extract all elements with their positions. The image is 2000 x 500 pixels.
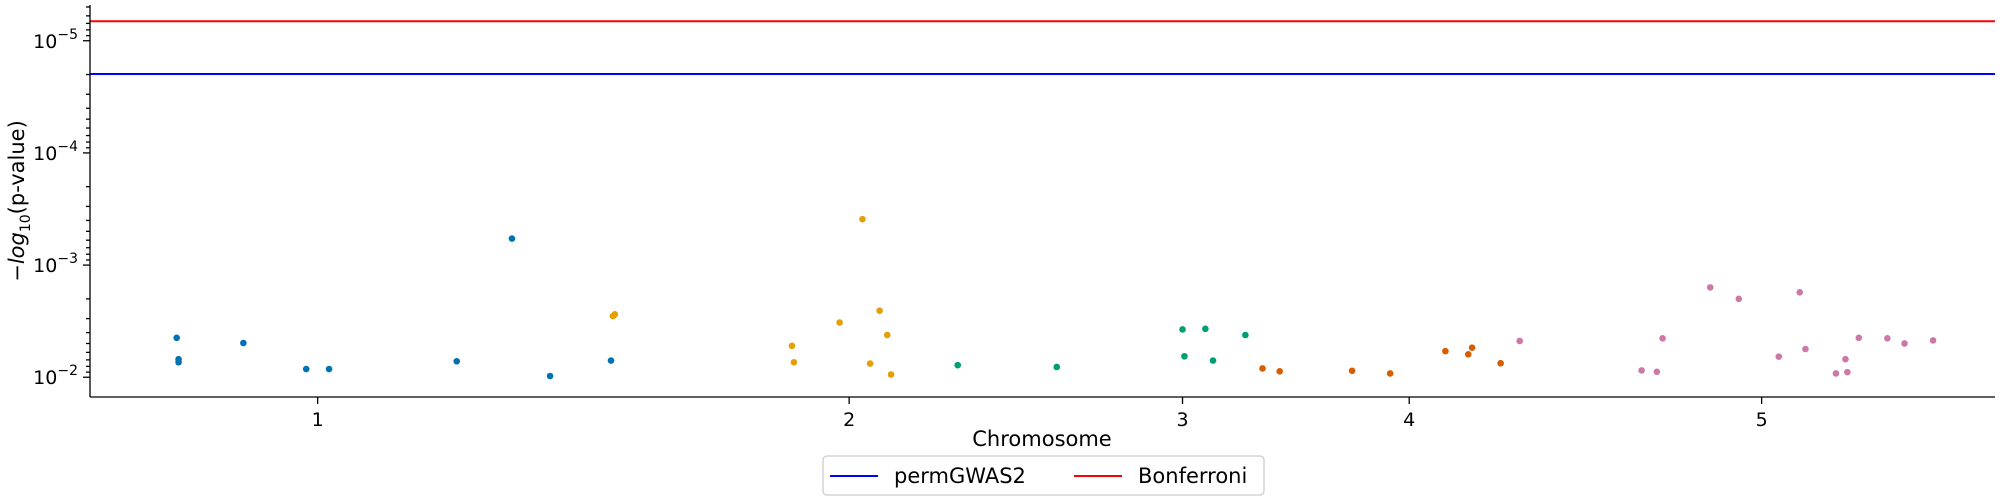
legend-label-bonferroni: Bonferroni — [1138, 464, 1247, 488]
data-point-chr1 — [173, 334, 180, 342]
x-ticks: 1 2 3 4 5 — [312, 397, 1768, 431]
data-point-chr1 — [175, 358, 182, 366]
data-point-chr5 — [1735, 295, 1743, 303]
data-point-chr4 — [1468, 344, 1476, 351]
data-point-chr4 — [1276, 367, 1283, 375]
data-point-chr4 — [1259, 365, 1266, 372]
data-point-chr5 — [1884, 335, 1891, 342]
data-point-chr2 — [887, 371, 895, 378]
data-point-chr3 — [1209, 357, 1217, 364]
data-point-chr5 — [1516, 337, 1524, 345]
data-point-chr1 — [240, 339, 247, 347]
y-tick-label: 10−4 — [33, 139, 78, 165]
x-tick-label: 5 — [1756, 409, 1768, 431]
data-point-chr2 — [876, 307, 883, 314]
threshold-lines — [90, 20, 1995, 76]
data-point-chr4 — [1442, 347, 1449, 355]
data-point-chr5 — [1842, 355, 1849, 363]
data-point-chr2 — [788, 342, 796, 350]
data-point-chr1 — [453, 357, 461, 365]
data-point-chr4 — [1497, 359, 1504, 367]
x-tick-label: 2 — [843, 409, 855, 431]
data-point-chr5 — [1929, 337, 1937, 344]
data-point-chr4 — [1348, 367, 1356, 375]
data-points — [173, 215, 1937, 380]
data-point-chr2 — [866, 360, 874, 367]
data-point-chr5 — [1653, 368, 1661, 376]
data-point-chr1 — [325, 365, 333, 373]
data-point-chr2 — [836, 319, 843, 326]
data-point-chr3 — [1179, 326, 1186, 333]
data-point-chr5 — [1802, 345, 1809, 353]
y-tick-label: 10−3 — [33, 251, 78, 277]
data-point-chr5 — [1901, 340, 1908, 347]
data-point-chr5 — [1775, 353, 1783, 360]
x-tick-label: 4 — [1403, 409, 1415, 431]
data-point-chr3 — [1181, 352, 1188, 360]
x-axis-label: Chromosome — [972, 427, 1111, 451]
y-tick-label: 10−2 — [33, 363, 78, 389]
legend-label-permgwas2: permGWAS2 — [894, 464, 1026, 488]
data-point-chr5 — [1832, 370, 1840, 377]
data-point-chr5 — [1796, 289, 1804, 296]
y-ticks: 10−5 10−4 10−3 10−2 — [33, 6, 90, 389]
data-point-chr4 — [1386, 370, 1394, 377]
y-tick-label: 10−5 — [33, 27, 78, 53]
data-point-chr3 — [1242, 331, 1249, 339]
data-point-chr3 — [954, 361, 962, 369]
axes — [89, 5, 1995, 398]
x-tick-label: 3 — [1176, 409, 1188, 431]
x-tick-label: 1 — [312, 409, 324, 431]
data-point-chr5 — [1638, 367, 1645, 374]
legend: permGWAS2 Bonferroni — [822, 455, 1265, 496]
data-point-chr2 — [883, 331, 891, 339]
data-point-chr3 — [1053, 363, 1061, 371]
legend-frame — [822, 455, 1265, 496]
data-point-chr1 — [546, 372, 554, 380]
data-point-chr2 — [859, 215, 866, 223]
y-axis-label: −log10(p-value) — [5, 120, 34, 282]
data-point-chr1 — [302, 365, 310, 373]
data-point-chr1 — [607, 357, 615, 364]
data-point-chr5 — [1706, 284, 1714, 291]
data-point-chr5 — [1659, 335, 1666, 342]
data-point-chr2 — [611, 311, 619, 318]
data-point-chr3 — [1202, 325, 1209, 333]
data-point-chr5 — [1844, 368, 1851, 376]
data-point-chr5 — [1855, 334, 1863, 342]
data-point-chr2 — [790, 358, 798, 366]
data-point-chr4 — [1464, 351, 1472, 358]
data-point-chr1 — [508, 235, 516, 242]
